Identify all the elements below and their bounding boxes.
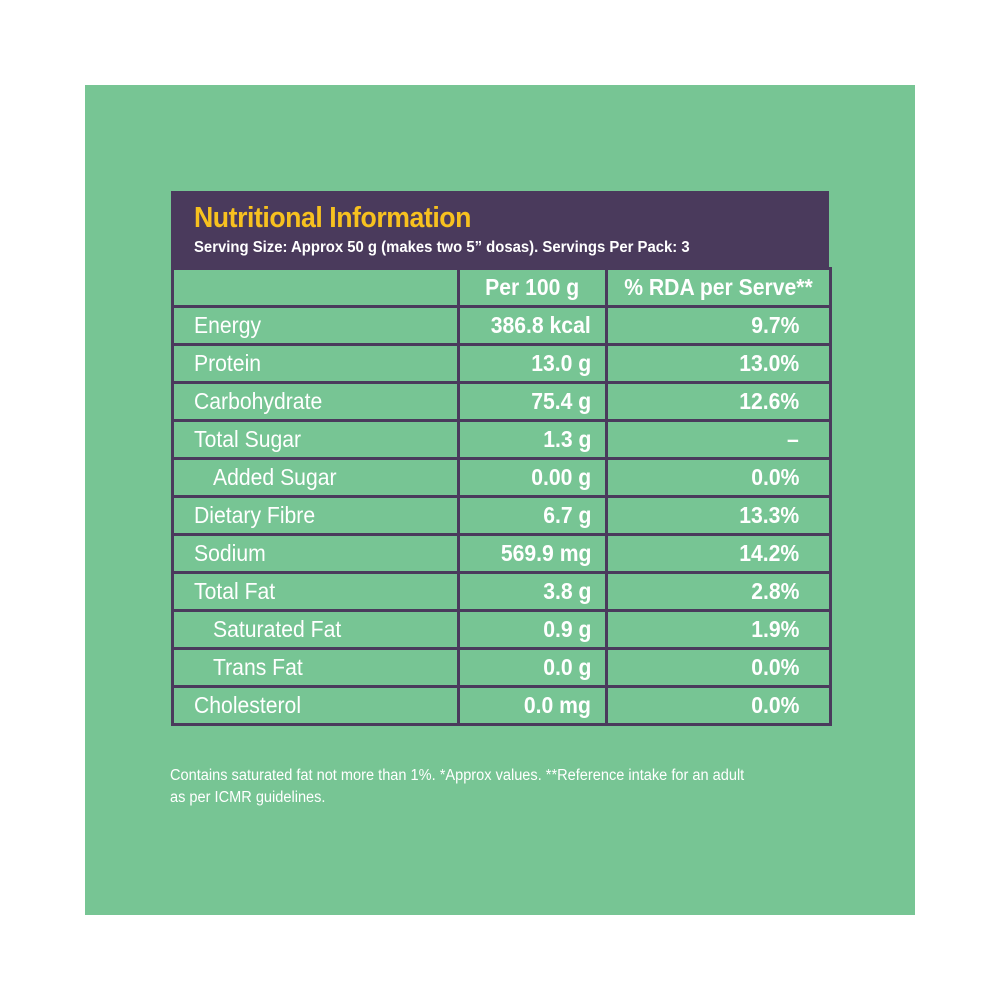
rda-value: 0.0% [605, 647, 832, 688]
nutrition-header: Nutritional Information Serving Size: Ap… [171, 191, 829, 267]
nutrition-title: Nutritional Information [194, 202, 471, 234]
rda-value: – [605, 419, 832, 460]
table-row: Added Sugar 0.00 g 0.0% [171, 457, 832, 498]
footnote-line-2: as per ICMR guidelines. [170, 789, 326, 806]
nutrient-name: Carbohydrate [171, 381, 460, 422]
table-row: Protein 13.0 g 13.0% [171, 343, 832, 384]
table-header-row: Per 100 g % RDA per Serve** [171, 267, 832, 308]
table-row: Dietary Fibre 6.7 g 13.3% [171, 495, 832, 536]
table-row: Cholesterol 0.0 mg 0.0% [171, 685, 832, 726]
per-100g-value: 1.3 g [457, 419, 608, 460]
label-panel: Nutritional Information Serving Size: Ap… [85, 85, 915, 915]
header-nutrient [171, 267, 460, 308]
per-100g-value: 569.9 mg [457, 533, 608, 574]
per-100g-value: 6.7 g [457, 495, 608, 536]
per-100g-value: 386.8 kcal [457, 305, 608, 346]
per-100g-value: 0.00 g [457, 457, 608, 498]
rda-value: 2.8% [605, 571, 832, 612]
nutrient-name: Energy [171, 305, 460, 346]
footnote-line-1: Contains saturated fat not more than 1%.… [170, 767, 745, 784]
nutrient-name: Protein [171, 343, 460, 384]
nutrition-card: Nutritional Information Serving Size: Ap… [171, 191, 832, 726]
footnote: Contains saturated fat not more than 1%.… [170, 765, 809, 809]
per-100g-value: 13.0 g [457, 343, 608, 384]
nutrition-rows: Energy 386.8 kcal 9.7% Protein 13.0 g 13.0% Ca… [171, 305, 832, 726]
nutrient-name: Sodium [171, 533, 460, 574]
rda-value: 13.0% [605, 343, 832, 384]
per-100g-value: 3.8 g [457, 571, 608, 612]
nutrient-name: Added Sugar [171, 457, 460, 498]
rda-value: 1.9% [605, 609, 832, 650]
nutrition-table: Per 100 g % RDA per Serve** Energy 386.8 … [171, 267, 832, 726]
table-row: Total Sugar 1.3 g – [171, 419, 832, 460]
per-100g-value: 75.4 g [457, 381, 608, 422]
per-100g-value: 0.9 g [457, 609, 608, 650]
table-row: Trans Fat 0.0 g 0.0% [171, 647, 832, 688]
nutrient-name: Trans Fat [171, 647, 460, 688]
table-row: Saturated Fat 0.9 g 1.9% [171, 609, 832, 650]
rda-value: 0.0% [605, 685, 832, 726]
nutrient-name: Total Fat [171, 571, 460, 612]
nutrient-name: Dietary Fibre [171, 495, 460, 536]
per-100g-value: 0.0 mg [457, 685, 608, 726]
rda-value: 0.0% [605, 457, 832, 498]
table-row: Total Fat 3.8 g 2.8% [171, 571, 832, 612]
per-100g-value: 0.0 g [457, 647, 608, 688]
rda-value: 13.3% [605, 495, 832, 536]
table-row: Carbohydrate 75.4 g 12.6% [171, 381, 832, 422]
header-rda: % RDA per Serve** [605, 267, 832, 308]
nutrient-name: Total Sugar [171, 419, 460, 460]
rda-value: 12.6% [605, 381, 832, 422]
serving-info: Serving Size: Approx 50 g (makes two 5” … [194, 239, 690, 256]
rda-value: 9.7% [605, 305, 832, 346]
nutrient-name: Cholesterol [171, 685, 460, 726]
header-per-100g: Per 100 g [457, 267, 608, 308]
rda-value: 14.2% [605, 533, 832, 574]
table-row: Sodium 569.9 mg 14.2% [171, 533, 832, 574]
nutrient-name: Saturated Fat [171, 609, 460, 650]
table-row: Energy 386.8 kcal 9.7% [171, 305, 832, 346]
